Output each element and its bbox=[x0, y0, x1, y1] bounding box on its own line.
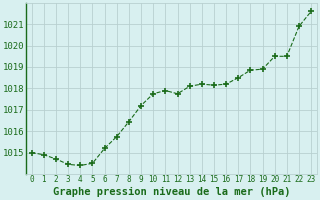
X-axis label: Graphe pression niveau de la mer (hPa): Graphe pression niveau de la mer (hPa) bbox=[53, 187, 290, 197]
